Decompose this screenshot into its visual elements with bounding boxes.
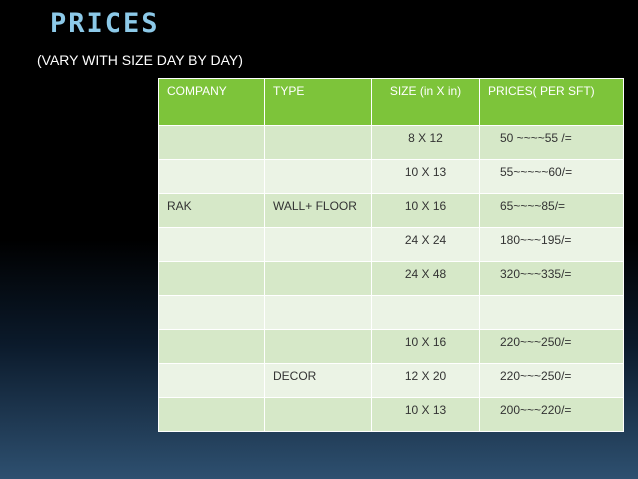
cell-size: 10 X 13 — [371, 159, 480, 194]
cell-size: 8 X 12 — [371, 125, 480, 160]
cell-size: 12 X 20 — [371, 363, 480, 398]
header-prices: PRICES( PER SFT) — [479, 78, 624, 126]
cell-price: 50 ~~~~55 /= — [479, 125, 624, 160]
cell-size — [371, 295, 480, 330]
cell-price: 200~~~220/= — [479, 397, 624, 432]
table-row: RAK WALL+ FLOOR 10 X 16 65~~~~85/= — [158, 193, 624, 228]
table-row: 10 X 16 220~~~250/= — [158, 329, 624, 364]
cell-company — [158, 227, 265, 262]
cell-type — [264, 329, 372, 364]
table-row: DECOR 12 X 20 220~~~250/= — [158, 363, 624, 398]
cell-price — [479, 295, 624, 330]
cell-type — [264, 159, 372, 194]
cell-company — [158, 125, 265, 160]
cell-price: 320~~~335/= — [479, 261, 624, 296]
cell-size: 10 X 13 — [371, 397, 480, 432]
cell-type — [264, 397, 372, 432]
cell-type — [264, 295, 372, 330]
table-row: 10 X 13 55~~~~~60/= — [158, 159, 624, 194]
table-row: 24 X 24 180~~~195/= — [158, 227, 624, 262]
cell-size: 24 X 24 — [371, 227, 480, 262]
cell-size: 10 X 16 — [371, 193, 480, 228]
cell-company — [158, 329, 265, 364]
cell-price: 180~~~195/= — [479, 227, 624, 262]
cell-size: 24 X 48 — [371, 261, 480, 296]
page-subtitle: (VARY WITH SIZE DAY BY DAY) — [37, 52, 243, 68]
cell-company — [158, 397, 265, 432]
cell-type — [264, 125, 372, 160]
cell-company: RAK — [158, 193, 265, 228]
cell-type — [264, 261, 372, 296]
cell-company — [158, 363, 265, 398]
cell-price: 220~~~250/= — [479, 363, 624, 398]
cell-price: 65~~~~85/= — [479, 193, 624, 228]
cell-company — [158, 261, 265, 296]
header-type: TYPE — [264, 78, 372, 126]
cell-company — [158, 159, 265, 194]
header-row: COMPANY TYPE SIZE (in X in) PRICES( PER … — [158, 78, 624, 126]
cell-price: 55~~~~~60/= — [479, 159, 624, 194]
cell-type: WALL+ FLOOR — [264, 193, 372, 228]
prices-table: COMPANY TYPE SIZE (in X in) PRICES( PER … — [158, 78, 624, 432]
table-row: 8 X 12 50 ~~~~55 /= — [158, 125, 624, 160]
table-row — [158, 295, 624, 330]
table-row: 10 X 13 200~~~220/= — [158, 397, 624, 432]
cell-company — [158, 295, 265, 330]
cell-type — [264, 227, 372, 262]
cell-type: DECOR — [264, 363, 372, 398]
table-row: 24 X 48 320~~~335/= — [158, 261, 624, 296]
cell-price: 220~~~250/= — [479, 329, 624, 364]
page-title: PRICES — [50, 8, 160, 39]
header-company: COMPANY — [158, 78, 265, 126]
cell-size: 10 X 16 — [371, 329, 480, 364]
header-size: SIZE (in X in) — [371, 78, 480, 126]
